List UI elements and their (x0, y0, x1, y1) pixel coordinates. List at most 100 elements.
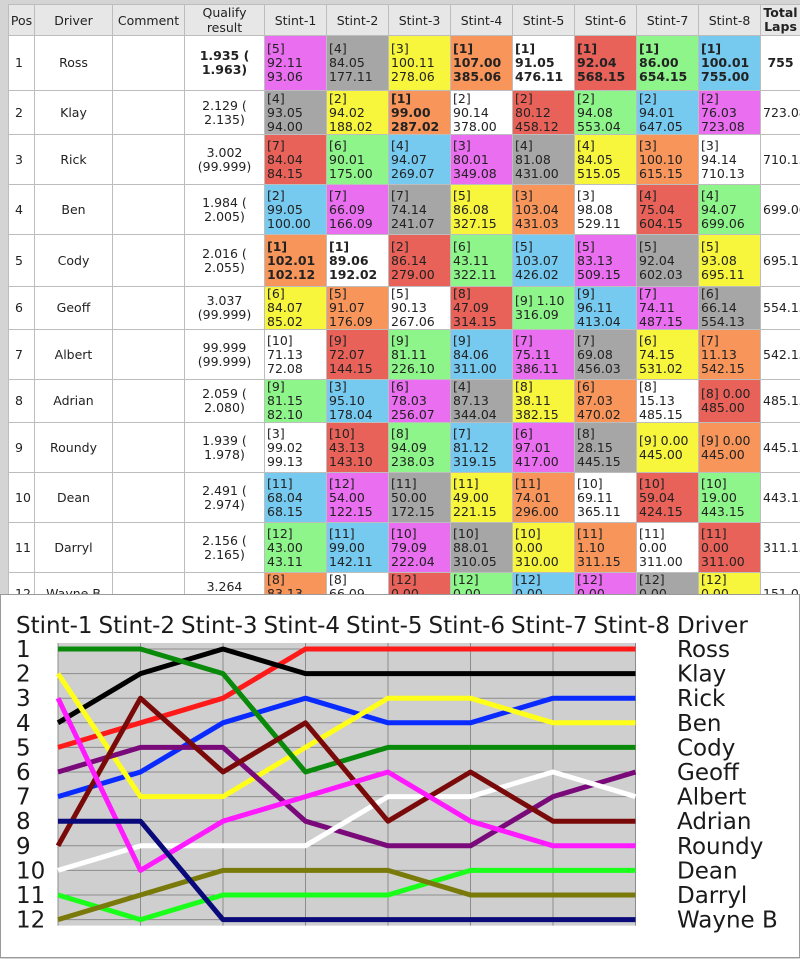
stint-cell: [11] 0.00 311.00 (699, 523, 761, 573)
stint-cell: [7] 81.12 319.15 (451, 423, 513, 473)
driver-cell: Darryl (35, 523, 113, 573)
stint-cell: [2] 76.03 723.08 (699, 91, 761, 135)
driver-cell: Dean (35, 473, 113, 523)
pos-cell: 2 (9, 91, 35, 135)
driver-cell: Roundy (35, 423, 113, 473)
stint-cell: [10] 0.00 310.00 (513, 523, 575, 573)
pos-cell: 3 (9, 135, 35, 185)
total-laps-cell: 723.08 (761, 91, 800, 135)
qualify-cell: 1.935 ( 1.963) (185, 36, 265, 91)
stint-cell: [5] 103.07 426.02 (513, 235, 575, 287)
stint-cell: [9] 1.10 316.09 (513, 287, 575, 330)
column-header-driver: Driver (35, 5, 113, 36)
stint-cell: [3] 100.11 278.06 (389, 36, 451, 91)
legend-entry: Klay (677, 662, 726, 688)
column-header-qualify: Qualify result (185, 5, 265, 36)
stint-cell: [11] 68.04 68.15 (265, 473, 327, 523)
stint-cell: [5] 83.13 509.15 (575, 235, 637, 287)
stint-cell: [2] 94.02 188.02 (327, 91, 389, 135)
stint-cell: [7] 75.11 386.11 (513, 330, 575, 380)
stint-cell: [2] 90.14 378.00 (451, 91, 513, 135)
total-laps-cell: 443.15 (761, 473, 800, 523)
legend-entry: Ben (677, 711, 722, 737)
driver-cell: Rick (35, 135, 113, 185)
stint-cell: [5] 86.08 327.15 (451, 185, 513, 235)
qualify-cell: 99.999 (99.999) (185, 330, 265, 380)
stint-cell: [9] 0.00 445.00 (699, 423, 761, 473)
total-laps-cell: 311.15 (761, 523, 800, 573)
stint-cell: [3] 80.01 349.08 (451, 135, 513, 185)
stint-cell: [3] 98.08 529.11 (575, 185, 637, 235)
stint-cell: [9] 0.00 445.00 (637, 423, 699, 473)
stint-cell: [9] 81.15 82.10 (265, 380, 327, 423)
stint-cell: [5] 93.08 695.11 (699, 235, 761, 287)
y-tick-label: 7 (16, 785, 31, 811)
comment-cell (113, 423, 185, 473)
stint-cell: [8] 0.00 485.00 (699, 380, 761, 423)
total-laps-cell: 755 (761, 36, 800, 91)
x-tick-label: Stint-3 (181, 613, 258, 639)
stint-cell: [11] 0.00 311.00 (637, 523, 699, 573)
x-tick-label: Stint-2 (99, 613, 176, 639)
stint-cell: [7] 74.14 241.07 (389, 185, 451, 235)
stint-cell: [4] 94.07 269.07 (389, 135, 451, 185)
legend-entry: Cody (677, 735, 735, 761)
stint-cell: [1] 91.05 476.11 (513, 36, 575, 91)
driver-cell: Albert (35, 330, 113, 380)
qualify-cell: 2.156 ( 2.165) (185, 523, 265, 573)
stint-cell: [4] 93.05 94.00 (265, 91, 327, 135)
qualify-cell: 2.491 ( 2.974) (185, 473, 265, 523)
stint-cell: [6] 43.11 322.11 (451, 235, 513, 287)
column-header-stint-2: Stint-2 (327, 5, 389, 36)
column-header-stint-6: Stint-6 (575, 5, 637, 36)
stint-cell: [2] 80.12 458.12 (513, 91, 575, 135)
comment-cell (113, 523, 185, 573)
stint-cell: [7] 74.11 487.15 (637, 287, 699, 330)
stint-cell: [4] 94.07 699.06 (699, 185, 761, 235)
stint-cell: [3] 95.10 178.04 (327, 380, 389, 423)
stint-cell: [7] 11.13 542.15 (699, 330, 761, 380)
stint-cell: [11] 49.00 221.15 (451, 473, 513, 523)
y-tick-label: 2 (16, 662, 31, 688)
stint-cell: [10] 79.09 222.04 (389, 523, 451, 573)
y-tick-label: 11 (16, 883, 45, 909)
x-tick-label: Stint-4 (264, 613, 341, 639)
stint-cell: [10] 71.13 72.08 (265, 330, 327, 380)
qualify-cell: 3.002 (99.999) (185, 135, 265, 185)
stint-cell: [11] 50.00 172.15 (389, 473, 451, 523)
qualify-cell: 1.984 ( 2.005) (185, 185, 265, 235)
stint-cell: [9] 81.11 226.10 (389, 330, 451, 380)
legend-entry: Ross (677, 637, 730, 663)
qualify-cell: 2.059 ( 2.080) (185, 380, 265, 423)
stint-cell: [4] 84.05 515.05 (575, 135, 637, 185)
stint-cell: [12] 54.00 122.15 (327, 473, 389, 523)
stint-cell: [8] 15.13 485.15 (637, 380, 699, 423)
y-tick-label: 10 (16, 858, 45, 884)
stint-cell: [6] 78.03 256.07 (389, 380, 451, 423)
stint-cell: [3] 100.10 615.15 (637, 135, 699, 185)
y-tick-label: 12 (16, 908, 45, 934)
pos-cell: 6 (9, 287, 35, 330)
stint-cell: [2] 94.01 647.05 (637, 91, 699, 135)
x-tick-label: Stint-6 (429, 613, 506, 639)
driver-cell: Ross (35, 36, 113, 91)
total-laps-cell: 699.06 (761, 185, 800, 235)
legend-entry: Dean (677, 858, 738, 884)
stint-cell: [3] 103.04 431.03 (513, 185, 575, 235)
legend-entry: Wayne B (677, 908, 778, 934)
stint-cell: [10] 88.01 310.05 (451, 523, 513, 573)
stint-cell: [9] 96.11 413.04 (575, 287, 637, 330)
y-tick-label: 8 (16, 809, 31, 835)
stint-cell: [8] 38.11 382.15 (513, 380, 575, 423)
stint-cell: [5] 90.13 267.06 (389, 287, 451, 330)
comment-cell (113, 330, 185, 380)
